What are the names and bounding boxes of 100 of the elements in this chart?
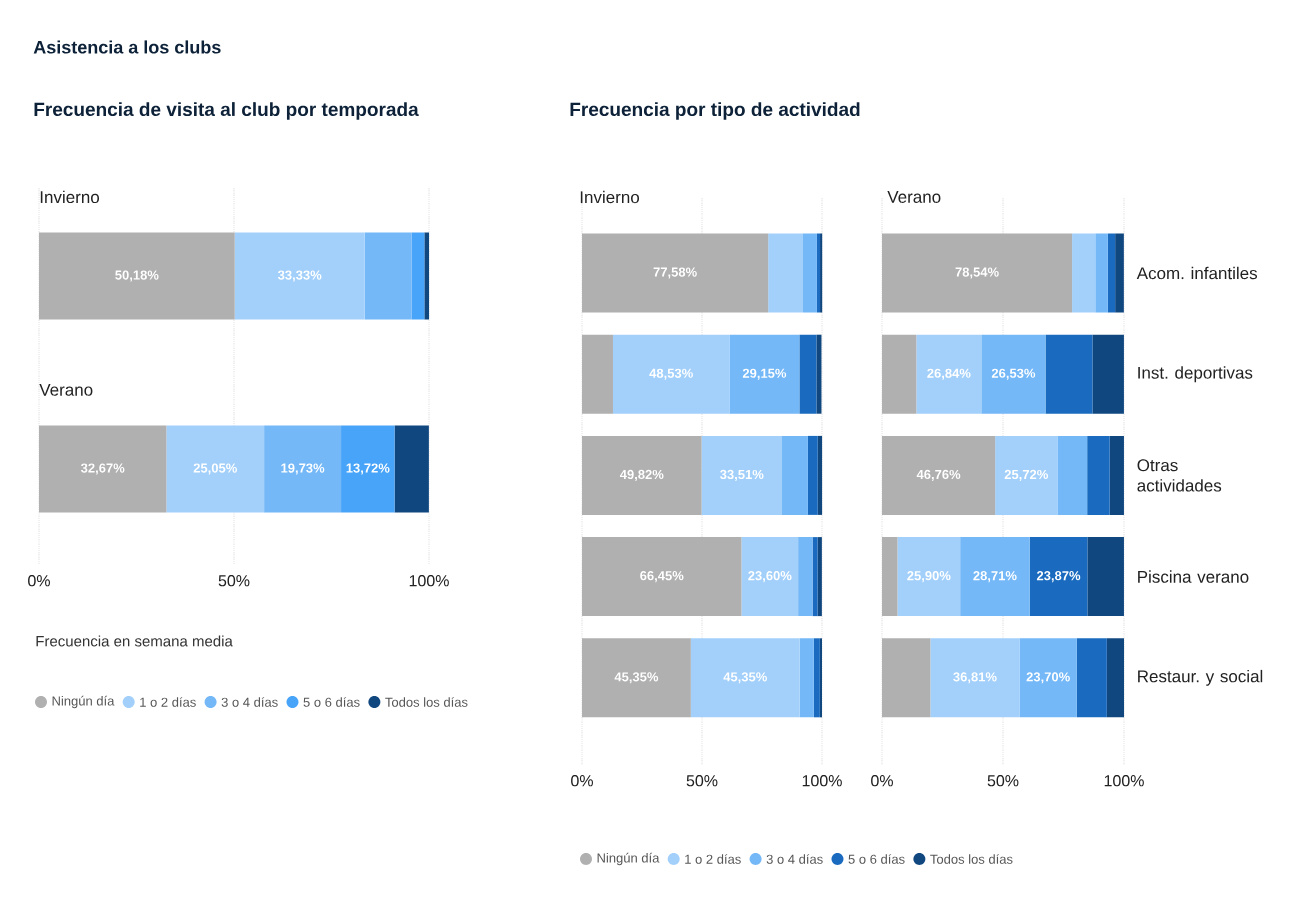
x-tick-label: 50% — [218, 575, 250, 587]
bar — [1115, 233, 1124, 313]
chart-subtitle: Invierno — [580, 190, 640, 204]
bar — [1109, 435, 1124, 515]
x-tick-label: 100% — [802, 775, 842, 787]
bar — [582, 537, 742, 617]
bar — [812, 537, 818, 617]
bar — [798, 537, 813, 617]
legend-label: 3 o 4 días — [766, 854, 823, 864]
y-tick-label: Acom. infantiles — [1136, 266, 1258, 280]
bar — [930, 638, 1020, 718]
bar — [882, 537, 898, 617]
data-label: 29,15% — [742, 368, 787, 380]
chart-title: Frecuencia por tipo de actividad — [570, 102, 860, 120]
bar — [882, 435, 996, 515]
bar — [981, 334, 1046, 414]
bar — [897, 537, 961, 617]
bar — [816, 233, 821, 313]
legend-label: Ningún día — [597, 852, 660, 866]
data-label: 46,76% — [916, 469, 961, 481]
y-tick-label: Inst. deportivas — [1138, 366, 1253, 383]
bar — [799, 638, 814, 718]
x-tick-label: 100% — [1104, 775, 1144, 787]
data-label: 33,51% — [720, 469, 764, 481]
y-tick-label: Restaur. y social — [1138, 669, 1263, 686]
bar — [1072, 233, 1096, 313]
legend-label: 5 o 6 días — [848, 854, 905, 864]
bar — [1106, 638, 1125, 718]
data-label: 25,05% — [193, 463, 237, 475]
data-label: 23,60% — [748, 571, 792, 583]
data-label: 50,18% — [115, 270, 159, 282]
legend-label: Todos los días — [385, 697, 468, 707]
data-label: 25,72% — [1004, 469, 1048, 481]
y-tick-label: Otras actividades — [1137, 459, 1222, 492]
bar — [1107, 233, 1116, 313]
bar — [729, 334, 800, 414]
bar — [813, 638, 820, 718]
chart-subtitle: Verano — [887, 191, 941, 203]
bar — [803, 233, 817, 313]
data-label: 28,71% — [973, 571, 1017, 583]
bar — [782, 435, 808, 515]
legend-title: Frecuencia en semana media — [36, 635, 233, 647]
bar — [882, 233, 1073, 313]
bar — [582, 233, 769, 313]
bar — [816, 334, 822, 414]
bar — [807, 435, 818, 515]
bar — [701, 435, 782, 515]
bar — [612, 334, 730, 414]
bar — [1045, 334, 1093, 414]
bar — [1087, 435, 1110, 515]
bar — [690, 638, 800, 718]
bar — [582, 638, 691, 718]
bar — [741, 537, 799, 617]
bar — [916, 334, 982, 414]
data-label: 19,73% — [281, 463, 325, 475]
bar — [817, 435, 823, 515]
data-label: 45,35% — [723, 672, 767, 684]
chart-subtitle: Frecuencia de visita al club por temporada — [34, 102, 419, 120]
bar — [768, 233, 803, 313]
bar — [582, 334, 613, 414]
data-label: 26,53% — [991, 368, 1036, 380]
legend-label: 1 o 2 días — [140, 697, 196, 707]
legend-label: Ningún día — [52, 695, 115, 709]
data-label: 78,54% — [955, 267, 999, 279]
bar — [820, 233, 823, 313]
bar — [882, 638, 931, 718]
legend-label: 5 o 6 días — [303, 697, 360, 707]
x-tick-label: 0% — [28, 575, 50, 587]
data-label: 77,58% — [653, 267, 697, 279]
data-label: 13,72% — [346, 463, 390, 475]
x-tick-label: 100% — [409, 575, 449, 587]
bar — [882, 334, 917, 414]
data-label: 36,81% — [953, 672, 997, 684]
legend-label: 3 o 4 días — [221, 697, 278, 707]
legend-label: 1 o 2 días — [685, 854, 741, 864]
data-label: 25,90% — [907, 571, 951, 583]
bar — [817, 537, 822, 617]
x-tick-label: 50% — [686, 775, 718, 787]
data-label: 23,70% — [1026, 672, 1070, 684]
data-label: 26,84% — [927, 368, 971, 380]
data-label: 45,35% — [614, 672, 659, 684]
bar — [1019, 638, 1077, 718]
data-label: 48,53% — [649, 368, 693, 380]
bar — [1076, 638, 1107, 718]
bar — [582, 435, 702, 515]
y-tick-label: Piscina verano — [1138, 570, 1249, 583]
chart-title: Asistencia a los clubs — [33, 40, 221, 54]
bar — [1057, 435, 1088, 515]
x-tick-label: 0% — [571, 775, 593, 787]
data-label: 49,82% — [619, 469, 664, 481]
bar — [1092, 334, 1124, 414]
bar — [995, 435, 1058, 515]
data-label: 33,33% — [277, 270, 322, 282]
bar — [1087, 537, 1124, 617]
legend-label: Todos los días — [930, 854, 1013, 864]
bar — [960, 537, 1030, 617]
x-tick-label: 0% — [871, 775, 893, 787]
bar — [799, 334, 817, 414]
bar — [819, 638, 823, 718]
bar — [1029, 537, 1088, 617]
